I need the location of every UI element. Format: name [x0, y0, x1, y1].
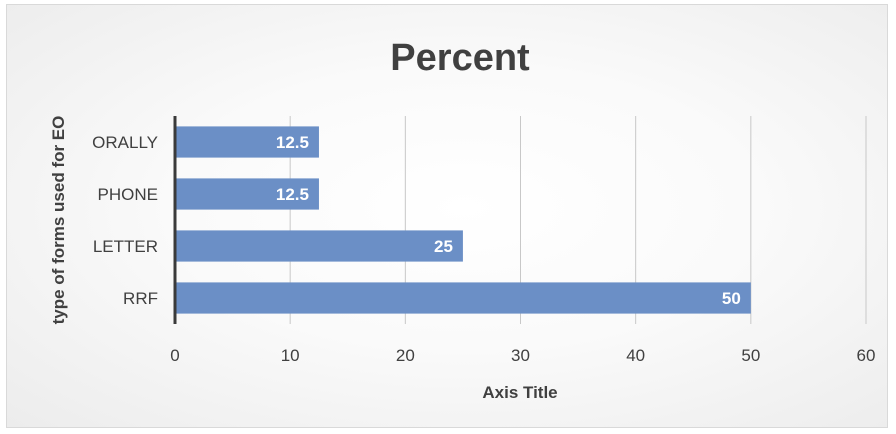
category-label: RRF	[123, 289, 158, 308]
x-tick-label: 10	[281, 346, 300, 365]
x-tick-label: 40	[626, 346, 645, 365]
data-label: 12.5	[276, 185, 309, 204]
data-labels: 12.5 12.5 25 50	[276, 133, 741, 308]
bar	[175, 282, 751, 314]
data-label: 50	[722, 289, 741, 308]
x-tick-label: 30	[511, 346, 530, 365]
data-label: 12.5	[276, 133, 309, 152]
category-label: PHONE	[98, 185, 158, 204]
x-axis-title: Axis Title	[482, 383, 557, 402]
y-axis-categories: ORALLY PHONE LETTER RRF	[92, 133, 158, 308]
chart-area	[6, 4, 888, 428]
x-tick-label: 60	[857, 346, 876, 365]
x-tick-label: 20	[396, 346, 415, 365]
bar	[175, 126, 319, 158]
data-label: 25	[434, 237, 453, 256]
y-axis-title: type of forms used for EO	[49, 116, 68, 325]
x-tick-label: 50	[741, 346, 760, 365]
x-tick-label: 0	[170, 346, 179, 365]
category-label: ORALLY	[92, 133, 158, 152]
x-axis-ticks: 0 10 20 30 40 50 60	[170, 346, 875, 365]
bar	[175, 178, 319, 210]
bars	[175, 126, 751, 314]
category-label: LETTER	[93, 237, 158, 256]
chart-title: Percent	[390, 37, 530, 79]
bar	[175, 230, 463, 262]
